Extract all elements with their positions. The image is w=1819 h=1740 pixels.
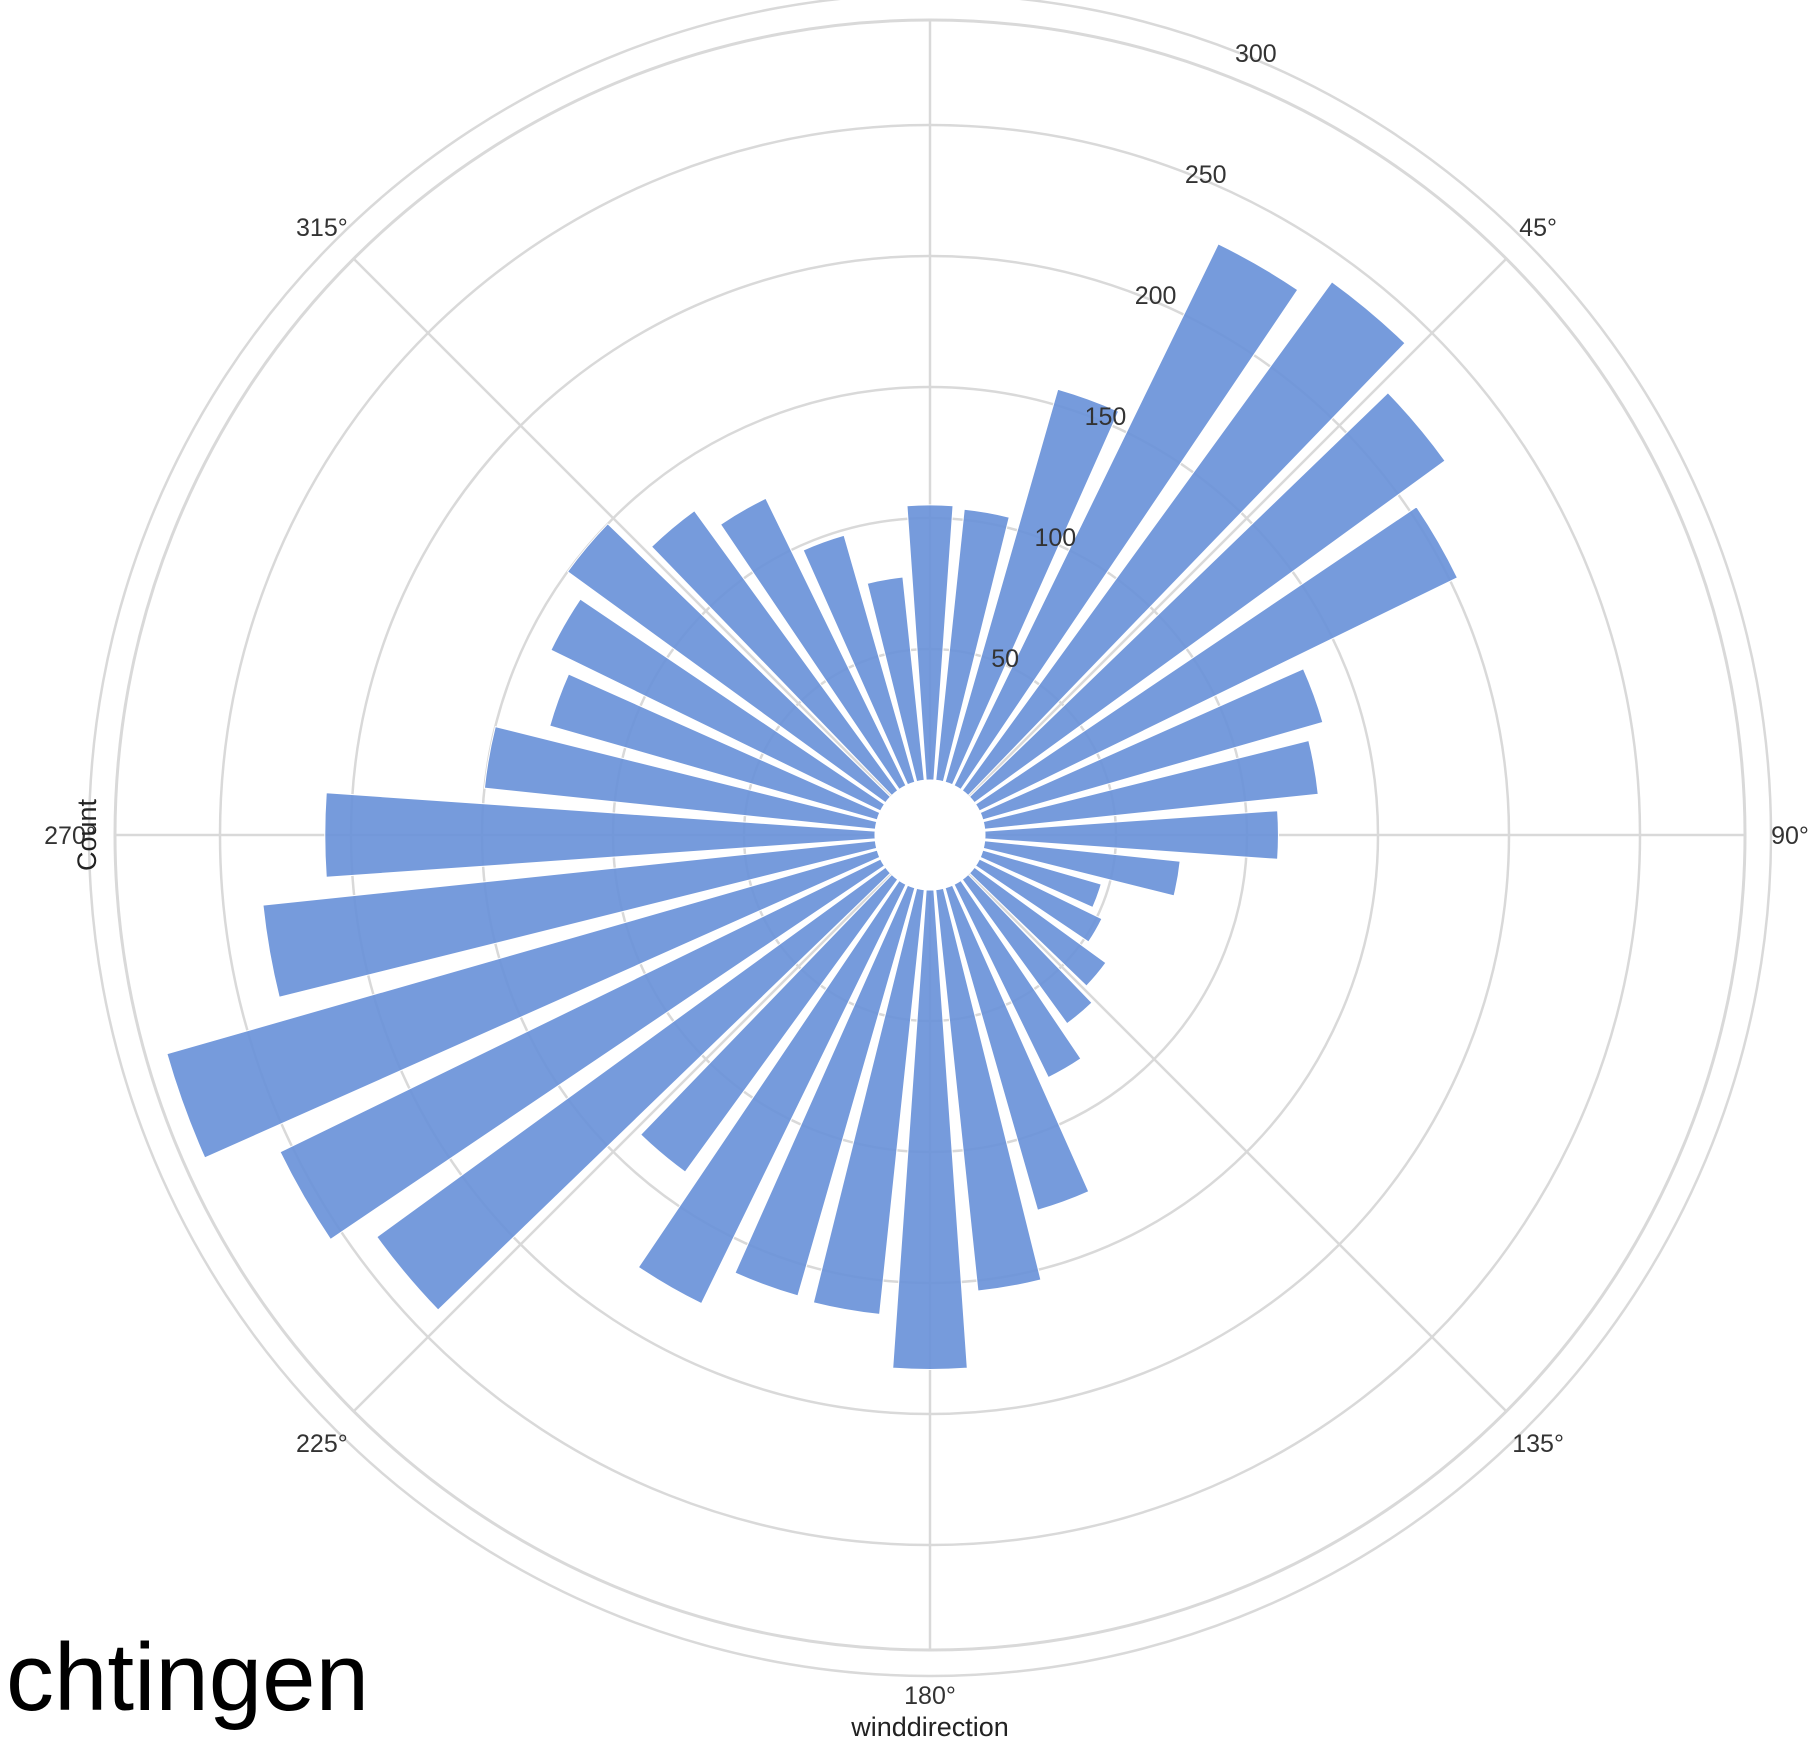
direction-bar	[953, 243, 1299, 791]
direction-bar	[953, 879, 1082, 1079]
radial-tick-label: 300	[1235, 40, 1277, 68]
angle-tick-label: 45°	[1519, 214, 1557, 242]
direction-bar	[944, 388, 1120, 786]
direction-bar	[979, 668, 1324, 821]
direction-bar	[892, 889, 968, 1370]
grid-spoke	[968, 873, 1508, 1413]
direction-bar	[549, 673, 881, 821]
direction-bar	[719, 497, 907, 791]
radial-tick-label: 250	[1185, 161, 1227, 189]
direction-bar	[968, 866, 1107, 987]
direction-bars	[166, 243, 1459, 1370]
radial-tick-labels: 50 100 150 200 250 300	[991, 40, 1276, 673]
angle-tick-label: 135°	[1512, 1430, 1564, 1458]
direction-bar	[650, 510, 899, 797]
direction-bar	[279, 858, 886, 1241]
direction-bar	[866, 576, 925, 783]
direction-bar	[566, 523, 892, 804]
direction-bar	[324, 792, 876, 878]
grid-ring	[88, 0, 1772, 1677]
caption-text: chtingen	[6, 1624, 369, 1731]
direction-bar	[637, 879, 907, 1305]
radial-tick-label: 150	[1085, 403, 1127, 431]
direction-bar	[944, 884, 1090, 1211]
grid-spoke	[352, 257, 892, 797]
direction-bar	[483, 726, 878, 830]
direction-bar	[935, 887, 1042, 1292]
angle-tick-labels: 45° 90° 135° 180° 225° 270° 315°	[44, 214, 1809, 1710]
radial-tick-label: 50	[991, 645, 1019, 673]
radial-tick-label: 200	[1135, 282, 1177, 310]
grid-spoke	[968, 257, 1508, 797]
direction-bar	[376, 866, 892, 1311]
direction-bar	[639, 873, 899, 1173]
direction-bar	[974, 858, 1103, 943]
direction-bar	[802, 534, 916, 786]
y-axis-label: Count	[72, 798, 102, 871]
direction-bar	[166, 849, 881, 1159]
direction-bar	[961, 873, 1093, 1025]
direction-bar	[982, 840, 1181, 897]
angle-tick-label: 315°	[296, 214, 348, 242]
angle-tick-label: 225°	[296, 1430, 348, 1458]
direction-bar	[734, 884, 916, 1297]
grid-spoke	[352, 873, 892, 1413]
direction-bar	[974, 506, 1459, 812]
angle-tick-label: 90°	[1771, 822, 1809, 850]
direction-bar	[906, 504, 954, 781]
x-axis-label: winddirection	[850, 1712, 1009, 1740]
direction-bar	[961, 281, 1406, 797]
direction-bar	[968, 392, 1446, 804]
direction-bar	[262, 840, 878, 998]
angle-tick-label: 180°	[904, 1682, 956, 1710]
angle-tick-label: 270°	[44, 822, 96, 850]
direction-bar	[984, 810, 1279, 860]
direction-bar	[935, 508, 1010, 783]
direction-bar	[979, 849, 1102, 909]
direction-bar	[812, 887, 925, 1315]
radial-tick-label: 100	[1034, 524, 1076, 552]
direction-bar	[982, 739, 1319, 830]
direction-bar	[550, 598, 886, 812]
